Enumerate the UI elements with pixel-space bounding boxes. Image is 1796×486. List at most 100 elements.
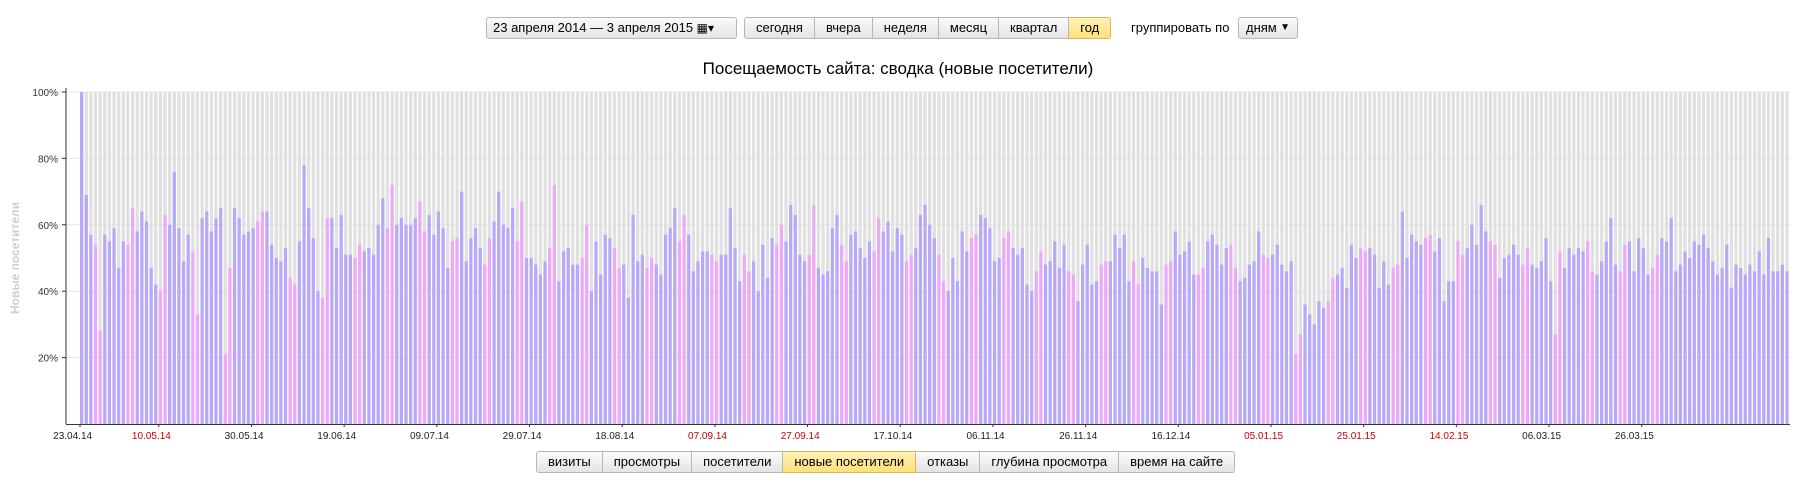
bar-background (1748, 92, 1752, 424)
bar-background (1090, 92, 1094, 424)
data-bar (191, 251, 195, 424)
metric-tab-3[interactable]: новые посетители (783, 451, 917, 473)
data-bar (1664, 241, 1669, 424)
metric-tab-5[interactable]: глубина просмотра (980, 451, 1120, 473)
y-tick-label: 60% (38, 221, 58, 232)
data-bar (867, 241, 872, 424)
bar-background (1321, 92, 1326, 424)
data-bar (937, 254, 941, 424)
data-bar (816, 267, 821, 424)
data-bar (1688, 258, 1692, 424)
data-bar (645, 267, 649, 424)
data-bar (580, 258, 584, 424)
bar-background (538, 92, 543, 424)
data-bar (219, 208, 223, 424)
data-bar (395, 224, 399, 424)
period-button-0[interactable]: сегодня (744, 17, 815, 39)
data-bar (594, 241, 598, 424)
data-bar (1118, 248, 1122, 424)
data-bar (1678, 264, 1683, 424)
bar-background (1674, 92, 1678, 424)
data-bar (413, 218, 417, 424)
data-bar (636, 261, 640, 424)
data-bar (761, 244, 765, 424)
period-button-2[interactable]: неделя (872, 17, 939, 39)
data-bar (473, 228, 478, 424)
data-bar (840, 244, 844, 424)
bar-background (1131, 92, 1136, 424)
metric-tab-6[interactable]: время на сайте (1119, 451, 1236, 473)
data-bar (274, 258, 278, 424)
bar-background (751, 92, 756, 424)
data-bar (969, 238, 973, 424)
data-bar (881, 231, 885, 424)
data-bar (1252, 261, 1256, 424)
data-bar (200, 218, 204, 424)
bar-background (1159, 92, 1163, 424)
data-bar (1697, 244, 1701, 424)
x-tick-label: 16.12.14 (1151, 431, 1190, 442)
data-bar (367, 248, 371, 424)
date-range-label: 23 апреля 2014 — 3 апреля 2015 (493, 20, 694, 35)
data-bar (1136, 284, 1140, 424)
bar-background (1386, 92, 1391, 424)
data-bar (1553, 334, 1557, 424)
data-bar (168, 224, 172, 424)
bar-background (1739, 92, 1743, 424)
data-bar (1201, 267, 1205, 424)
data-bar (358, 244, 362, 424)
data-bar (348, 254, 353, 424)
metric-tab-2[interactable]: посетители (692, 451, 784, 473)
bar-background (1618, 92, 1622, 424)
data-bar (297, 241, 302, 424)
bar-background (1080, 92, 1085, 424)
bar-background (1734, 92, 1738, 424)
data-bar (362, 251, 366, 424)
period-button-4[interactable]: квартал (999, 17, 1070, 39)
bar-background (1650, 92, 1655, 424)
group-by-select[interactable]: дням ▼ (1238, 17, 1298, 39)
data-bar (1006, 231, 1011, 424)
data-bar (1053, 241, 1057, 424)
data-bar (1507, 254, 1511, 424)
data-bar (1243, 277, 1247, 424)
data-bar (1470, 224, 1474, 424)
data-bar (1752, 271, 1757, 424)
data-bar (1345, 287, 1349, 424)
data-bar (1618, 271, 1622, 424)
data-bar (724, 254, 728, 424)
data-bar (543, 261, 547, 424)
bar-background (1071, 92, 1075, 424)
date-range-picker[interactable]: 23 апреля 2014 — 3 апреля 2015 ▦▾ (486, 17, 737, 39)
data-bar (1275, 244, 1279, 424)
x-tick-label: 19.06.14 (317, 431, 356, 442)
bar-background (955, 92, 960, 424)
metric-tab-4[interactable]: отказы (916, 451, 981, 473)
data-bar (608, 238, 612, 424)
period-button-1[interactable]: вчера (814, 17, 873, 39)
data-bar (1224, 248, 1228, 424)
data-bar (1771, 271, 1775, 424)
y-tick-label: 20% (38, 354, 58, 365)
data-bar (1734, 264, 1738, 424)
period-button-5[interactable]: год (1069, 17, 1112, 39)
bar-background (1776, 92, 1780, 424)
data-bar (1493, 244, 1497, 424)
bar-background (1034, 92, 1038, 424)
data-bar (130, 208, 135, 424)
data-bar (650, 258, 654, 424)
data-bar (955, 281, 960, 424)
data-bar (177, 228, 181, 424)
data-bar (140, 211, 144, 424)
metric-tab-0[interactable]: визиты (536, 451, 603, 473)
bar-background (816, 92, 821, 424)
bar-background (1451, 92, 1455, 424)
data-bar (1627, 241, 1632, 424)
data-bar (890, 251, 895, 424)
period-button-3[interactable]: месяц (938, 17, 1000, 39)
bar-background (1785, 92, 1789, 424)
metric-tab-1[interactable]: просмотры (602, 451, 693, 473)
bar-background (1729, 92, 1733, 424)
data-bar (659, 274, 663, 424)
data-bar (714, 261, 719, 424)
